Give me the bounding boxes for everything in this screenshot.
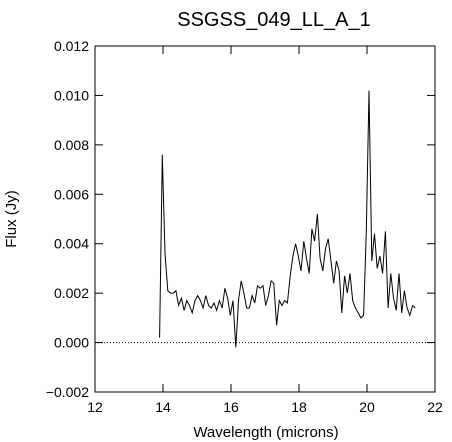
y-tick-label: −0.002 — [46, 384, 89, 400]
x-tick-label: 16 — [223, 399, 239, 415]
x-tick-label: 14 — [155, 399, 171, 415]
series-line — [159, 90, 416, 348]
x-axis-label: Wavelength (microns) — [193, 424, 338, 441]
y-tick-label: 0.010 — [54, 87, 89, 103]
plot-frame — [94, 45, 436, 393]
y-tick-label: 0.006 — [54, 186, 89, 202]
y-tick-label: 0.008 — [54, 137, 89, 153]
x-tick-label: 12 — [87, 399, 103, 415]
y-tick-label: 0.012 — [54, 38, 89, 54]
y-tick-label: 0.000 — [54, 335, 89, 351]
y-tick-label: 0.002 — [54, 285, 89, 301]
chart-title: SSGSS_049_LL_A_1 — [177, 9, 371, 31]
y-axis-label: Flux (Jy) — [3, 190, 20, 248]
x-axis: 12 14 16 18 20 22 — [87, 46, 443, 415]
y-axis: −0.002 0.000 0.002 0.004 0.006 0.008 0.010 0.01… — [46, 38, 435, 400]
y-tick-label: 0.004 — [54, 236, 89, 252]
x-tick-label: 20 — [359, 399, 375, 415]
x-tick-label: 22 — [427, 399, 443, 415]
x-tick-label: 18 — [291, 399, 307, 415]
